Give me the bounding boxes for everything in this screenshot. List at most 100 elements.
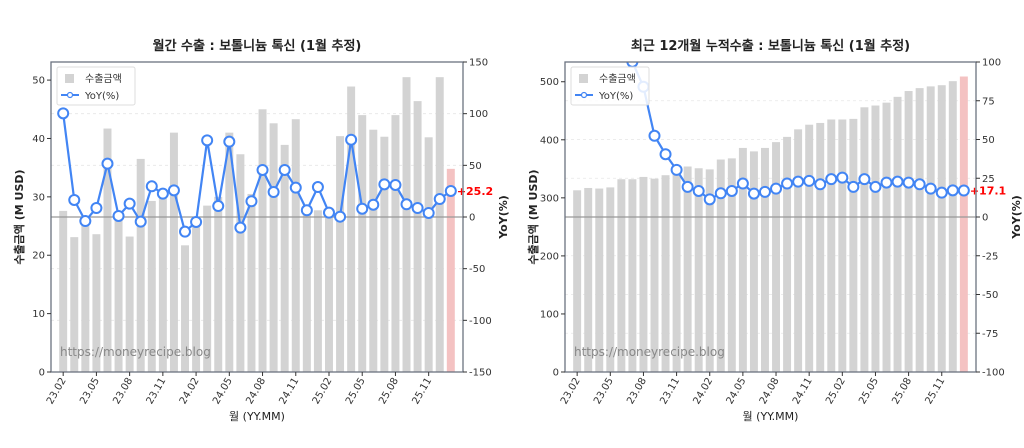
yoy-point [234,221,247,234]
bar [413,101,422,373]
bar [236,154,245,372]
y-axis-label: 수출금액 (M USD) [526,169,540,264]
legend-line-marker [66,91,74,99]
watermark: https://moneyrecipe.blog [574,345,725,359]
y2-tick-label: -100 [982,368,1005,379]
yoy-point [190,215,203,228]
y2-tick-label: 50 [982,135,995,146]
bar [948,81,957,373]
yoy-point [869,180,882,193]
yoy-point [101,157,114,170]
y2-axis-label: YoY(%) [1010,195,1023,240]
yoy-point [422,206,435,219]
yoy-point [300,204,313,217]
x-tick-label: 23.02 [559,376,583,406]
legend: 수출금액 YoY(%) [570,66,650,106]
y2-tick-label: 100 [982,58,1001,69]
y-tick-label: 100 [540,309,559,320]
bar [70,237,79,372]
bar [203,205,212,372]
bar [783,136,792,372]
yoy-point [389,178,402,191]
bar [639,176,648,372]
bar [628,179,637,372]
y-tick-label: 10 [32,309,45,320]
yoy-point [267,185,280,198]
yoy-point [311,181,324,194]
last-yoy-annotation: +25.2 [457,185,493,198]
x-tick-label: 25.05 [857,376,881,406]
bar [169,132,178,372]
yoy-point [825,173,838,186]
y-tick-label: 300 [540,193,559,204]
bar [181,245,189,372]
bar [258,109,267,372]
yoy-point [902,176,915,189]
yoy-point [57,107,70,120]
yoy-point [659,148,672,161]
yoy-point [703,193,716,206]
bar [573,190,582,372]
bar [402,77,411,373]
legend-line-label: YoY(%) [84,91,119,102]
bar [247,193,256,372]
legend-line-label: YoY(%) [598,91,633,102]
x-tick-label: 25.02 [311,376,335,406]
x-tick-label: 24.11 [278,376,302,406]
last-yoy-annotation: +17.1 [970,184,1006,197]
bar [805,124,814,373]
yoy-point [880,176,893,189]
x-tick-label: 25.11 [924,376,948,406]
legend-bar-swatch [65,74,74,83]
bar [904,91,913,372]
bar [749,151,758,372]
y-axis-label: 수출금액 (M USD) [12,169,26,264]
bar [158,195,167,372]
bar [794,129,803,372]
yoy-point [167,184,180,197]
bar [325,214,333,372]
yoy-point [134,215,147,228]
x-tick-label: 24.08 [758,376,782,406]
x-tick-label: 25.05 [344,376,368,406]
bar [380,136,389,372]
x-tick-label: 25.02 [824,376,848,406]
x-tick-label: 23.02 [45,376,69,406]
x-tick-label: 24.05 [211,376,235,406]
bar [827,119,836,372]
x-tick-label: 24.11 [791,376,815,406]
yoy-point [123,197,136,210]
bar [716,159,725,372]
yoy-point [814,178,827,191]
y2-tick-label: -150 [469,368,492,379]
bar [893,96,902,373]
y2-axis-label: YoY(%) [497,195,510,240]
yoy-point [345,133,358,146]
yoy-point [79,215,92,228]
yoy-point [770,182,783,195]
bar [280,144,289,372]
x-tick-label: 25.11 [410,376,434,406]
x-tick-label: 24.02 [178,376,202,406]
yoy-point [334,210,347,223]
bar [661,175,670,372]
yoy-point [223,135,236,148]
bar [103,128,112,372]
yoy-point [289,181,302,194]
x-axis-label: 월 (YY.MM) [229,410,285,423]
x-tick-label: 23.05 [78,376,102,406]
bar [424,137,433,372]
y-tick-label: 0 [553,368,559,379]
bar [291,119,300,373]
yoy-point [714,187,727,200]
bar [358,115,367,373]
x-tick-label: 24.08 [244,376,268,406]
x-tick-label: 23.11 [658,376,682,406]
bar [214,196,223,372]
chart-1: 월간 수출 : 보톨니늄 톡신 (1월 추정) https://moneyreci… [12,38,510,423]
x-tick-label: 23.08 [625,376,649,406]
chart-title: 월간 수출 : 보톨니늄 톡신 (1월 추정) [153,38,362,54]
yoy-point [90,202,103,215]
bar [926,86,935,372]
